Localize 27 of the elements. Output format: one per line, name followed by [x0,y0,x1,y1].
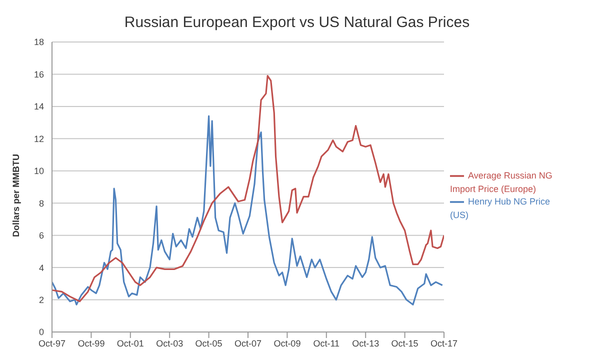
x-tick-label: Oct-05 [195,338,222,348]
x-tick-label: Oct-11 [313,338,340,348]
y-tick-label: 0 [38,327,44,338]
y-tick-label: 12 [34,134,44,144]
y-tick-label: 4 [38,262,44,273]
x-tick-label: Oct-15 [391,338,418,348]
x-tick-label: Oct-07 [234,338,262,348]
y-tick-label: 14 [34,102,44,112]
y-tick-label: 16 [34,69,44,80]
line-series [52,115,444,306]
chart-title: Russian European Export vs US Natural Gas Prices [123,13,471,33]
y-tick-label: 2 [38,294,44,305]
x-tick-label: Oct-17 [430,338,458,348]
legend-label: Average Russian NG Import Price (Europe) [450,170,552,194]
legend-label: Henry Hub NG Price (US) [450,196,550,220]
y-axis-title: Dollars per MMBTU [11,154,22,237]
y-tick-label: 8 [38,198,44,208]
x-tick-label: Oct-01 [116,338,144,348]
line-series [52,75,444,302]
x-tick-label: Oct-99 [78,338,105,348]
x-tick-label: Oct-97 [38,338,66,348]
x-tick-label: Oct-13 [352,338,380,348]
y-tick-label: 6 [38,230,44,241]
y-tick-label: 10 [34,166,44,176]
x-tick-label: Oct-03 [156,338,184,348]
x-tick-label: Oct-09 [274,338,301,348]
y-tick-label: 18 [34,37,44,48]
